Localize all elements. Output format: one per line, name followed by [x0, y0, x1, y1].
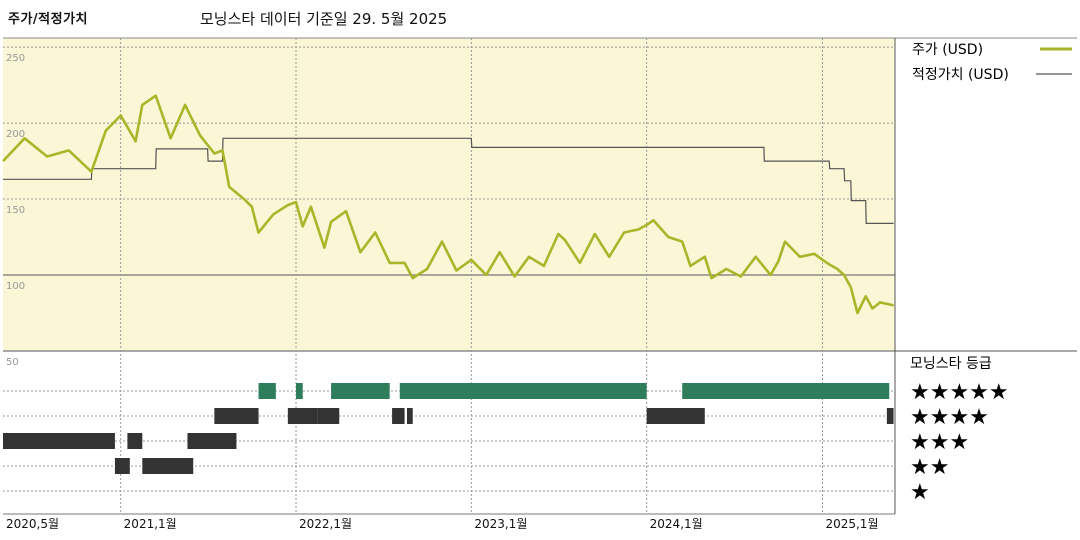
- rating-star-labels: ★★★★★★★★★★★★★★★: [910, 380, 1009, 505]
- rating-bar: [331, 383, 390, 399]
- rating-bar: [682, 383, 890, 399]
- rating-bar: [142, 458, 194, 474]
- x-tick-label: 2024,1월: [650, 517, 703, 531]
- rating-bar: [646, 408, 705, 424]
- price-panel-bg: [3, 38, 895, 351]
- chart-header-left: 주가/적정가치: [8, 12, 89, 27]
- vertical-gridlines: [120, 38, 823, 514]
- rating-bar: [3, 433, 115, 449]
- x-tick-label: 2023,1월: [474, 517, 527, 531]
- price-y-tick-label: 200: [6, 129, 25, 140]
- rating-bar: [214, 408, 259, 424]
- price-y-ticks: 250 200 150 100: [6, 53, 25, 292]
- x-tick-label: 2020,5월: [6, 517, 59, 531]
- x-tick-label: 2025,1월: [825, 517, 878, 531]
- rating-bar: [127, 433, 143, 449]
- rating-y-tick: 50: [6, 357, 19, 368]
- rating-bar: [114, 458, 130, 474]
- price-lines: [2, 94, 894, 315]
- x-tick-label: 2021,1월: [124, 517, 177, 531]
- legend-rating-title: 모닝스타 등급: [910, 356, 992, 372]
- price-y-tick-label: 250: [6, 53, 25, 64]
- rating-bar: [406, 408, 413, 424]
- rating-star-label: ★★★: [910, 430, 969, 455]
- rating-bar: [317, 408, 340, 424]
- rating-star-label: ★★: [910, 455, 949, 480]
- rating-star-label: ★★★★★: [910, 380, 1009, 405]
- legend-price-label: 주가 (USD): [912, 42, 983, 58]
- rating-bar: [399, 383, 647, 399]
- rating-bar: [392, 408, 405, 424]
- rating-bar: [258, 383, 276, 399]
- rating-bar: [296, 383, 303, 399]
- rating-bar: [287, 408, 318, 424]
- x-tick-labels: 2020,5월 2021,1월 2022,1월 2023,1월 2024,1월 2025,…: [6, 517, 878, 531]
- price-y-tick-label: 100: [6, 281, 25, 292]
- x-tick-label: 2022,1월: [299, 517, 352, 531]
- chart-header-center: 모닝스타 데이터 기준일 29. 5월 2025: [200, 10, 448, 28]
- rating-star-label: ★: [910, 480, 930, 505]
- legend-fair-label: 적정가치 (USD): [912, 67, 1009, 83]
- price-y-tick-label: 150: [6, 205, 25, 216]
- rating-star-label: ★★★★: [910, 405, 989, 430]
- rating-bar: [187, 433, 237, 449]
- price-line: [2, 94, 894, 315]
- rating-bars: [3, 383, 894, 474]
- price-gridlines: [3, 46, 895, 276]
- fair-value-line: [3, 137, 894, 224]
- rating-bar: [886, 408, 894, 424]
